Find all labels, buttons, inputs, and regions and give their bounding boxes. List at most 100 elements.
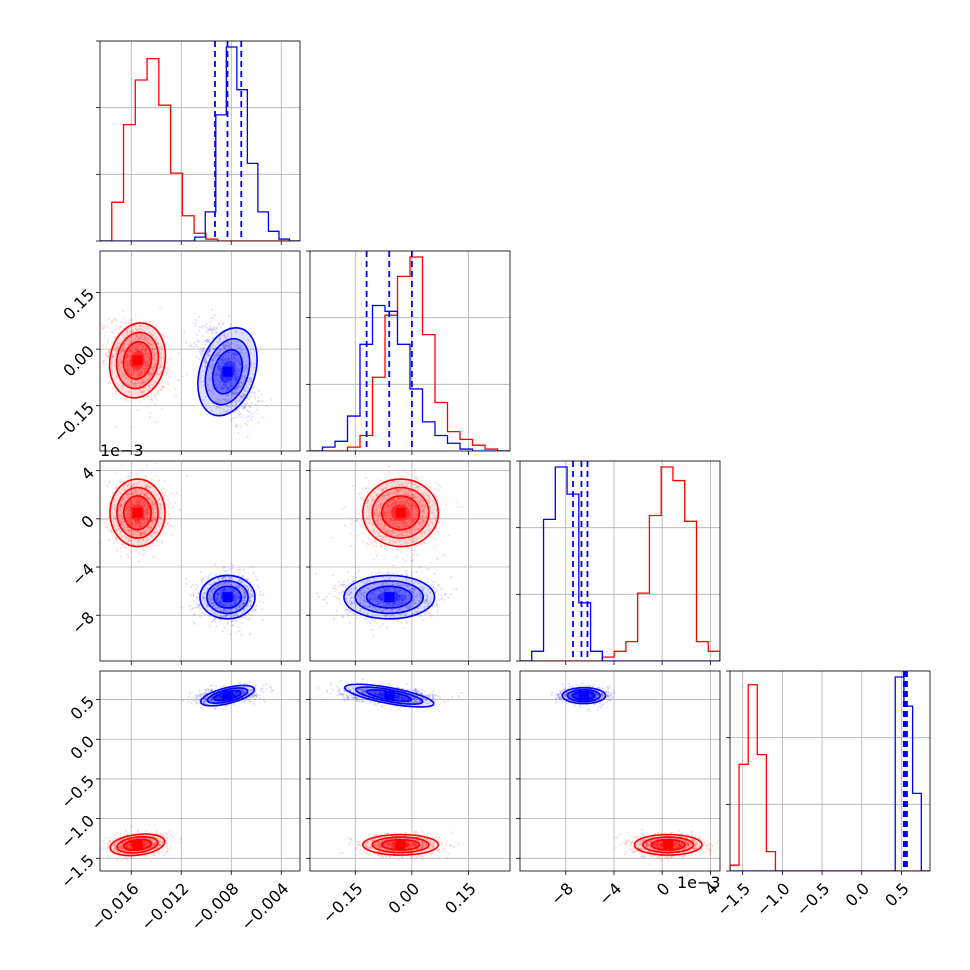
sample-point (163, 494, 166, 497)
sample-point (214, 357, 217, 360)
sample-point (240, 378, 243, 382)
sample-point (223, 383, 227, 386)
sample-point (375, 494, 378, 498)
sample-point (228, 378, 232, 381)
sample-point (236, 391, 239, 394)
sample-point (154, 532, 158, 535)
sample-point (140, 498, 143, 501)
sample-point (421, 509, 424, 512)
sample-point (154, 338, 158, 341)
sample-point (401, 493, 405, 496)
sample-point (113, 508, 116, 511)
sample-point (242, 393, 245, 396)
sample-point (419, 509, 423, 512)
sample-point (209, 328, 212, 331)
sample-point (387, 465, 390, 468)
sample-point (126, 518, 129, 521)
sample-point (224, 344, 227, 347)
sample-point (243, 600, 246, 603)
sample-point (141, 542, 144, 545)
sample-point (136, 498, 139, 501)
sample-point (208, 595, 211, 599)
sample-point (232, 384, 235, 387)
sample-point (215, 327, 218, 330)
sample-point (194, 583, 198, 586)
sample-point (390, 503, 393, 506)
sample-point (140, 468, 143, 471)
sample-point (217, 584, 220, 587)
sample-point (142, 328, 145, 332)
sample-point (384, 614, 387, 617)
sample-point (152, 357, 155, 360)
sample-point (136, 408, 139, 412)
sample-point (163, 381, 166, 384)
sample-point (217, 601, 220, 605)
sample-point (223, 364, 226, 367)
sample-point (111, 355, 115, 358)
sample-point (366, 605, 369, 609)
sample-point (152, 518, 155, 522)
sample-point (228, 603, 232, 606)
sample-point (145, 485, 148, 489)
sample-point (115, 537, 118, 540)
sample-point (134, 344, 137, 348)
sample-point (393, 491, 396, 495)
sample-point (118, 327, 121, 330)
sample-point (407, 492, 410, 495)
sample-point (220, 388, 223, 391)
sample-point (128, 538, 131, 541)
sample-point (146, 504, 150, 507)
sample-point (115, 486, 118, 489)
sample-point (226, 354, 230, 357)
sample-point (214, 563, 217, 566)
sample-point (233, 601, 236, 604)
sample-point (373, 511, 376, 515)
sample-point (265, 404, 269, 408)
sample-point (397, 603, 400, 607)
sample-point (142, 533, 146, 536)
sample-point (220, 380, 223, 383)
sample-point (126, 518, 130, 521)
sample-point (410, 505, 413, 508)
sample-point (138, 488, 141, 491)
sample-point (211, 363, 215, 366)
sample-point (402, 520, 405, 523)
sample-point (223, 391, 226, 394)
sample-point (369, 511, 372, 514)
sample-point (149, 343, 153, 346)
sample-point (374, 549, 377, 552)
sample-point (389, 504, 392, 507)
panel-2-0: −8−404 (68, 460, 301, 665)
sample-point (151, 349, 154, 352)
sample-point (158, 516, 161, 519)
sample-point (107, 381, 110, 384)
sample-point (422, 519, 425, 522)
sample-point (131, 530, 134, 533)
sample-point (138, 524, 142, 528)
sample-point (222, 608, 225, 611)
sample-point (262, 593, 265, 596)
sample-point (235, 390, 238, 393)
sample-point (382, 511, 386, 515)
sample-point (384, 517, 388, 520)
sample-point (113, 349, 116, 352)
sample-point (151, 384, 154, 387)
sample-point (119, 529, 122, 533)
sample-point (225, 394, 228, 397)
sample-point (209, 583, 213, 586)
sample-point (407, 510, 410, 513)
sample-point (246, 423, 249, 426)
sample-point (155, 325, 158, 328)
sample-point (201, 334, 204, 338)
sample-point (366, 516, 369, 520)
sample-point (215, 597, 218, 600)
sample-point (212, 347, 215, 350)
sample-point (380, 489, 383, 492)
sample-point (107, 355, 110, 358)
sample-point (137, 368, 141, 371)
sample-point (153, 503, 156, 506)
sample-point (120, 535, 123, 539)
sample-point (216, 383, 219, 386)
sample-point (167, 521, 170, 524)
sample-point (236, 586, 239, 589)
